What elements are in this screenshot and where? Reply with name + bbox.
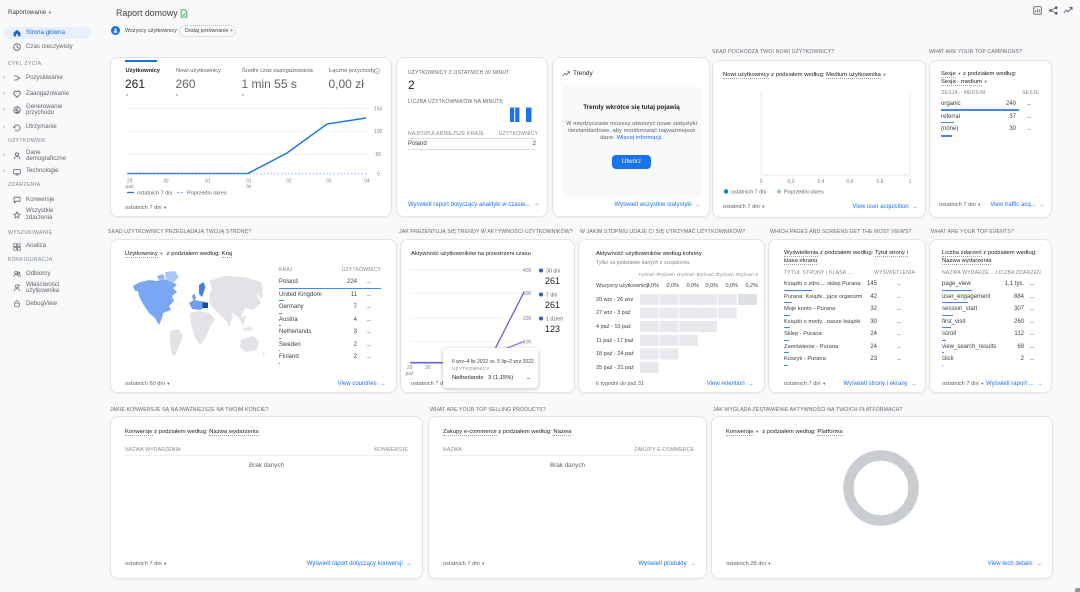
svg-text:lis: lis [247,184,252,190]
svg-text:0: 0 [760,179,763,185]
svg-text:Poprzedni okres: Poprzedni okres [187,191,227,197]
svg-text:paź: paź [126,184,135,190]
svg-text:ostatnich 7 dni: ostatnich 7 dni [137,191,172,197]
svg-text:261: 261 [545,276,560,286]
svg-text:0,2: 0,2 [788,179,795,185]
svg-text:150: 150 [374,107,383,113]
svg-text:50: 50 [376,152,382,158]
svg-text:100: 100 [523,339,532,345]
svg-text:paź: paź [406,371,415,377]
svg-text:7 dni: 7 dni [546,293,558,299]
svg-text:0,4: 0,4 [818,179,825,185]
svg-text:31: 31 [205,179,211,185]
svg-text:300: 300 [523,291,532,297]
svg-text:261: 261 [545,300,560,310]
svg-text:02: 02 [286,179,292,185]
svg-text:30: 30 [163,179,169,185]
svg-text:1 dzień: 1 dzień [546,317,563,323]
svg-text:29: 29 [127,179,133,185]
svg-text:0,6: 0,6 [847,179,854,185]
svg-text:30: 30 [425,365,431,371]
svg-text:1: 1 [909,179,912,185]
svg-text:123: 123 [545,324,560,334]
svg-text:03: 03 [326,179,332,185]
svg-text:01: 01 [246,179,252,185]
svg-text:04: 04 [364,179,370,185]
svg-text:Poprzedni okres: Poprzedni okres [784,190,824,196]
svg-text:0: 0 [377,172,380,178]
svg-text:0,8: 0,8 [877,179,884,185]
svg-text:400: 400 [523,268,532,274]
svg-text:ostatnich 7 dni: ostatnich 7 dni [731,190,766,196]
svg-text:29: 29 [407,365,413,371]
svg-text:30 dni: 30 dni [546,269,560,275]
svg-text:200: 200 [523,316,532,322]
svg-text:100: 100 [374,129,383,135]
